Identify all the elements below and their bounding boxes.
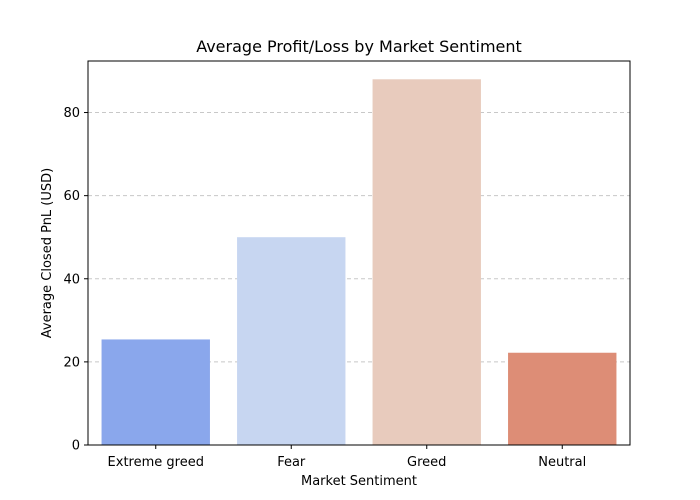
x-axis-title: Market Sentiment [301, 474, 417, 489]
chart-title: Average Profit/Loss by Market Sentiment [196, 37, 522, 56]
y-tick-label: 0 [72, 439, 80, 454]
x-tick-label: Fear [277, 455, 306, 470]
y-axis-ticks: 0 20 40 60 80 [63, 106, 88, 454]
bar [508, 352, 617, 445]
bar [101, 339, 210, 445]
x-tick-label: Neutral [538, 455, 586, 470]
bar [237, 237, 346, 445]
y-axis-title: Average Closed PnL (USD) [40, 168, 55, 338]
grid-lines [88, 112, 630, 363]
x-axis-ticks: Extreme greed Fear Greed Neutral [108, 445, 586, 470]
bar [372, 79, 481, 446]
plot-frame [87, 60, 631, 446]
y-tick-label: 20 [63, 355, 80, 370]
y-tick-label: 60 [63, 189, 80, 204]
x-tick-label: Extreme greed [108, 455, 204, 470]
x-tick-label: Greed [407, 455, 446, 470]
bars [101, 79, 617, 446]
y-tick-label: 40 [63, 272, 80, 287]
y-tick-label: 80 [63, 106, 80, 121]
